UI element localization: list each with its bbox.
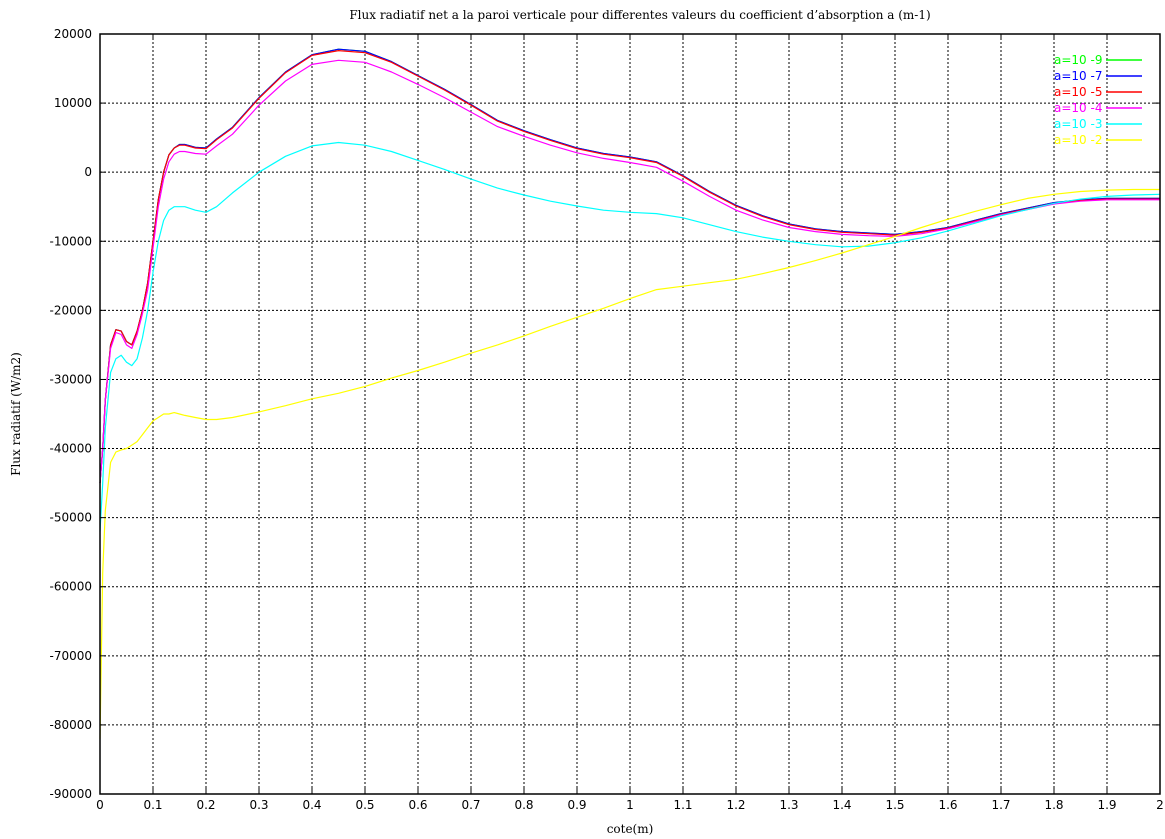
legend-label-4: a=10 -4 <box>1054 101 1102 115</box>
chart-title: Flux radiatif net a la paroi verticale p… <box>349 8 930 22</box>
x-tick-label: 1.2 <box>726 798 745 812</box>
x-axis-label: cote(m) <box>607 822 654 836</box>
x-tick-label: 1.7 <box>991 798 1010 812</box>
y-tick-label: -90000 <box>49 787 92 801</box>
x-tick-label: 1.9 <box>1097 798 1116 812</box>
series-lines <box>99 48 1161 739</box>
series-line-4 <box>99 59 1160 484</box>
y-tick-label: 20000 <box>54 27 92 41</box>
legend-label-5: a=10 -3 <box>1054 117 1102 131</box>
x-tick-label: 0.8 <box>514 798 533 812</box>
series-line-6 <box>99 188 1160 739</box>
legend-label-2: a=10 -7 <box>1054 69 1102 83</box>
legend-label-3: a=10 -5 <box>1054 85 1102 99</box>
x-tick-label: 0.3 <box>249 798 268 812</box>
series-line-5 <box>99 141 1161 532</box>
x-tick-label: 0.6 <box>408 798 427 812</box>
x-tick-label: 1.3 <box>779 798 798 812</box>
legend-label-1: a=10 -9 <box>1054 53 1102 67</box>
x-tick-label: 0.4 <box>302 798 321 812</box>
y-tick-label: -40000 <box>49 442 92 456</box>
y-tick-label: -60000 <box>49 580 92 594</box>
x-tick-label: 0 <box>96 798 104 812</box>
x-tick-label: 0.1 <box>143 798 162 812</box>
y-tick-label: -20000 <box>49 303 92 317</box>
x-tick-label: 2 <box>1156 798 1164 812</box>
x-tick-label: 1.1 <box>673 798 692 812</box>
y-tick-label: 0 <box>84 165 92 179</box>
y-tick-label: -10000 <box>49 234 92 248</box>
x-tick-label: 1.4 <box>832 798 851 812</box>
y-tick-label: -80000 <box>49 718 92 732</box>
y-axis-ticks: 20000 10000 0 -10000 -20000 -30000 -40000 -5000… <box>49 27 1160 801</box>
legend-label-6: a=10 -2 <box>1054 133 1102 147</box>
y-tick-label: -70000 <box>49 649 92 663</box>
x-tick-label: 0.5 <box>355 798 374 812</box>
x-tick-label: 1.5 <box>885 798 904 812</box>
x-tick-label: 1.6 <box>938 798 957 812</box>
grid <box>100 34 1160 794</box>
x-tick-label: 0.9 <box>567 798 586 812</box>
x-tick-label: 0.2 <box>196 798 215 812</box>
y-tick-label: 10000 <box>54 96 92 110</box>
y-tick-label: -30000 <box>49 372 92 386</box>
x-axis-ticks: 0 0.1 0.2 0.3 0.4 0.5 0.6 0.7 0.8 0.9 1 1.1 1.2 1.3 1.… <box>96 34 1164 812</box>
series-line-3 <box>99 49 1160 484</box>
y-axis-label: Flux radiatif (W/m2) <box>9 352 23 476</box>
legend: a=10 -9 a=10 -7 a=10 -5 a=10 -4 a=10 -3 a=10 … <box>1054 53 1142 147</box>
x-tick-label: 1.8 <box>1044 798 1063 812</box>
x-tick-label: 1 <box>626 798 634 812</box>
x-tick-label: 0.7 <box>461 798 480 812</box>
y-tick-label: -50000 <box>49 511 92 525</box>
